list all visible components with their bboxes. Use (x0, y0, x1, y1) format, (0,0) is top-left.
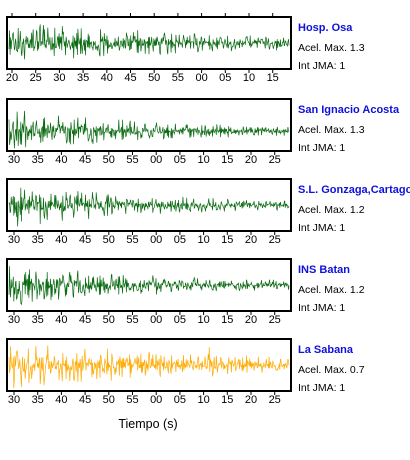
x-tick-label: 25 (269, 154, 281, 166)
x-tick-label: 50 (148, 72, 160, 84)
x-tick-label: 55 (126, 314, 138, 326)
x-tick-label: 30 (53, 72, 65, 84)
x-tick-label: 05 (219, 72, 231, 84)
x-tick-label: 05 (174, 394, 186, 406)
x-tick-label: 45 (124, 72, 136, 84)
x-tick-label: 50 (103, 394, 115, 406)
x-tick-label: 30 (8, 314, 20, 326)
x-tick-label: 30 (8, 154, 20, 166)
panel-frame (6, 338, 292, 392)
x-tick-label: 25 (269, 394, 281, 406)
x-tick-label: 45 (79, 154, 91, 166)
x-tick-label: 15 (267, 72, 279, 84)
x-tick-label: 00 (195, 72, 207, 84)
x-tick-label: 55 (172, 72, 184, 84)
x-tick-label: 50 (103, 154, 115, 166)
x-tick-label: 55 (126, 234, 138, 246)
waveform-trace (8, 266, 290, 306)
station-name: INS Batan (298, 264, 350, 276)
x-tick-label: 25 (30, 72, 42, 84)
x-tick-label: 30 (8, 234, 20, 246)
x-tick-label: 00 (150, 234, 162, 246)
x-tick-label: 05 (174, 154, 186, 166)
x-tick-label: 35 (32, 154, 44, 166)
x-tick-label: 50 (103, 234, 115, 246)
x-tick-label: 35 (77, 72, 89, 84)
station-panel-2: 30 35 40 45 50 55 00 05 10 15 20 25 San Ignacio Acos… (6, 98, 400, 166)
station-panel-4: 30 35 40 45 50 55 00 05 10 15 20 25 INS Batan Acel. M… (6, 258, 365, 326)
x-tick-label: 35 (32, 314, 44, 326)
x-tick-label: 35 (32, 394, 44, 406)
max-acceleration-label: Acel. Max. 1.2 (298, 284, 365, 296)
x-tick-label: 10 (197, 234, 209, 246)
x-tick-label: 50 (103, 314, 115, 326)
x-tick-label: 25 (269, 314, 281, 326)
max-acceleration-label: Acel. Max. 1.3 (298, 42, 365, 54)
panel-frame (6, 178, 292, 232)
x-tick-label: 15 (221, 154, 233, 166)
x-tick-label: 45 (79, 314, 91, 326)
jma-intensity-label: Int JMA: 1 (298, 142, 345, 154)
waveform-trace (8, 345, 290, 389)
station-name: La Sabana (298, 344, 354, 356)
x-tick-label: 40 (101, 72, 113, 84)
x-tick-label: 45 (79, 234, 91, 246)
x-tick-label: 45 (79, 394, 91, 406)
station-name: S.L. Gonzaga,Cartago (298, 184, 410, 196)
panel-frame (6, 258, 292, 312)
x-tick-label: 10 (197, 154, 209, 166)
x-tick-label: 15 (221, 234, 233, 246)
x-tick-label: 20 (245, 314, 257, 326)
x-tick-label: 30 (8, 394, 20, 406)
x-tick-label: 35 (32, 234, 44, 246)
x-tick-label: 15 (221, 314, 233, 326)
x-tick-label: 20 (245, 154, 257, 166)
x-tick-label: 40 (55, 234, 67, 246)
x-tick-label: 10 (197, 394, 209, 406)
x-tick-label: 05 (174, 314, 186, 326)
jma-intensity-label: Int JMA: 1 (298, 222, 345, 234)
x-tick-label: 55 (126, 394, 138, 406)
x-tick-label: 10 (197, 314, 209, 326)
x-tick-label: 00 (150, 154, 162, 166)
x-tick-label: 20 (245, 394, 257, 406)
x-tick-label: 10 (243, 72, 255, 84)
station-name: Hosp. Osa (298, 22, 353, 34)
panel-frame (6, 98, 292, 152)
x-tick-label: 20 (6, 72, 18, 84)
station-panel-1: 20 25 30 35 40 45 50 55 00 05 10 15 Hosp. Osa Acel. M… (6, 13, 365, 84)
x-tick-label: 25 (269, 234, 281, 246)
jma-intensity-label: Int JMA: 1 (298, 302, 345, 314)
station-name: San Ignacio Acosta (298, 104, 400, 116)
jma-intensity-label: Int JMA: 1 (298, 60, 345, 72)
jma-intensity-label: Int JMA: 1 (298, 382, 345, 394)
x-axis-title: Tiempo (s) (118, 417, 177, 431)
x-tick-label: 00 (150, 314, 162, 326)
max-acceleration-label: Acel. Max. 0.7 (298, 364, 365, 376)
waveform-trace (8, 24, 290, 60)
x-tick-label: 05 (174, 234, 186, 246)
x-tick-label: 55 (126, 154, 138, 166)
x-tick-label: 40 (55, 314, 67, 326)
station-panel-3: 30 35 40 45 50 55 00 05 10 15 20 25 S.L. Gonzaga,Car… (6, 178, 410, 246)
x-tick-label: 40 (55, 394, 67, 406)
panel-frame (6, 16, 292, 70)
max-acceleration-label: Acel. Max. 1.2 (298, 204, 365, 216)
waveform-trace (8, 187, 290, 227)
station-panel-5: 30 35 40 45 50 55 00 05 10 15 20 25 La Sabana Acel. M… (6, 338, 365, 406)
max-acceleration-label: Acel. Max. 1.3 (298, 124, 365, 136)
waveform-trace (8, 110, 290, 149)
x-tick-label: 40 (55, 154, 67, 166)
x-tick-label: 20 (245, 234, 257, 246)
x-tick-label: 15 (221, 394, 233, 406)
x-tick-label: 00 (150, 394, 162, 406)
